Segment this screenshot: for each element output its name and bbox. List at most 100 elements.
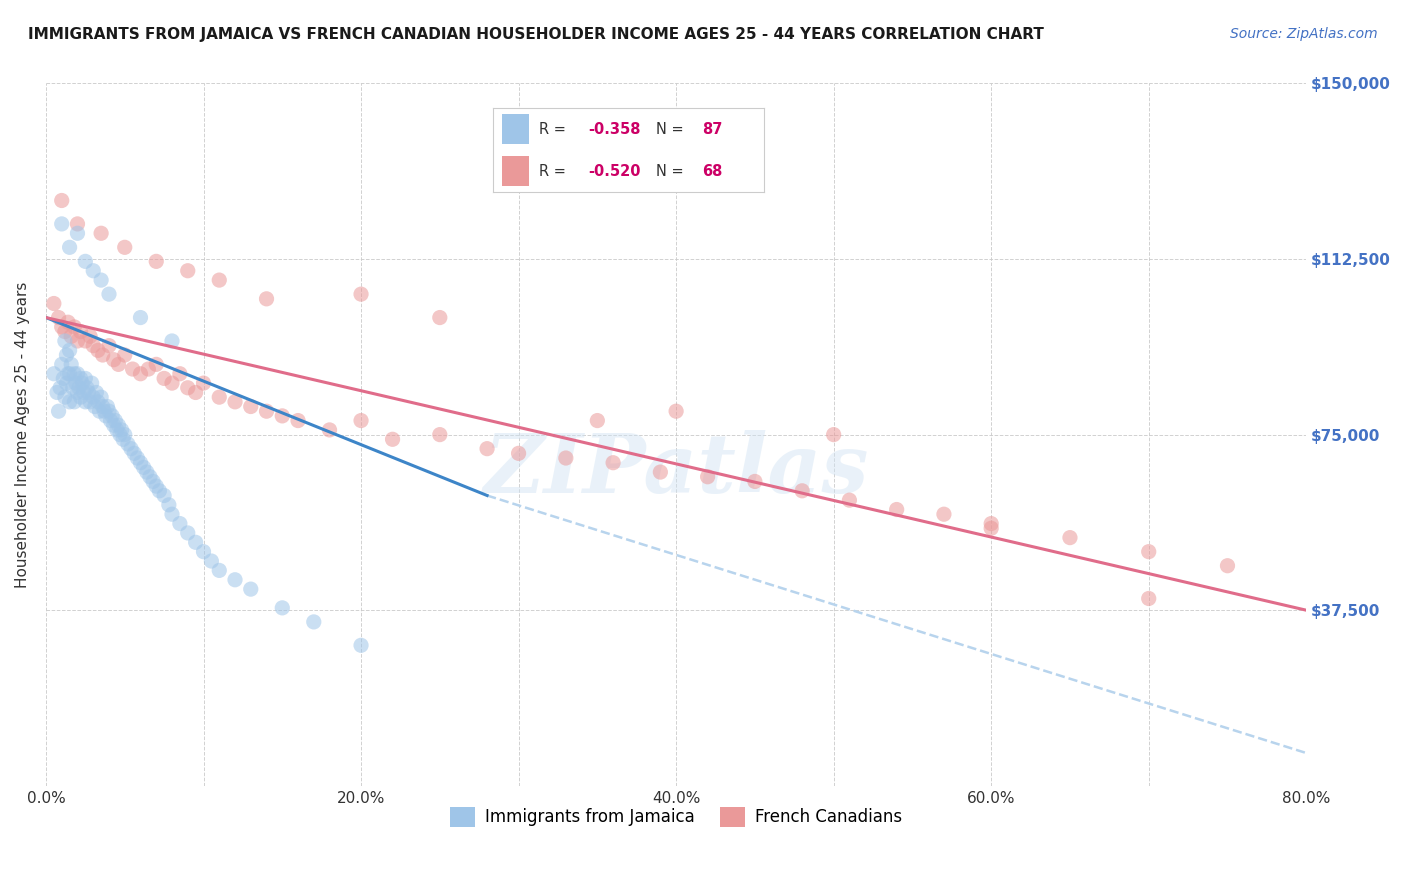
- Point: [82, 390, 104, 404]
- Point: [59, 367, 82, 381]
- Point: [239, 400, 262, 414]
- Point: [77, 385, 100, 400]
- Point: [67, 381, 90, 395]
- Point: [73, 385, 96, 400]
- Point: [129, 310, 152, 325]
- Point: [177, 525, 200, 540]
- Point: [87, 394, 110, 409]
- Point: [838, 493, 860, 508]
- Point: [42, 296, 65, 310]
- Point: [49, 381, 72, 395]
- Legend: Immigrants from Jamaica, French Canadians: Immigrants from Jamaica, French Canadian…: [443, 800, 908, 834]
- Point: [142, 475, 165, 489]
- Point: [135, 465, 157, 479]
- Y-axis label: Householder Income Ages 25 - 44 years: Householder Income Ages 25 - 44 years: [15, 281, 30, 588]
- Point: [83, 400, 105, 414]
- Point: [60, 357, 83, 371]
- Point: [48, 310, 70, 325]
- Point: [132, 460, 155, 475]
- Point: [46, 385, 69, 400]
- Point: [59, 343, 82, 358]
- Point: [66, 217, 89, 231]
- Point: [63, 320, 86, 334]
- Point: [107, 418, 129, 433]
- Point: [184, 535, 207, 549]
- Point: [145, 254, 167, 268]
- Point: [177, 264, 200, 278]
- Text: ZIPatlas: ZIPatlas: [484, 430, 869, 509]
- Point: [117, 437, 139, 451]
- Point: [350, 413, 373, 427]
- Point: [208, 563, 231, 577]
- Point: [350, 638, 373, 652]
- Point: [98, 287, 121, 301]
- Point: [53, 334, 76, 348]
- Point: [318, 423, 340, 437]
- Point: [650, 465, 672, 479]
- Point: [169, 367, 191, 381]
- Point: [823, 427, 845, 442]
- Point: [65, 376, 87, 390]
- Point: [76, 381, 98, 395]
- Point: [302, 615, 325, 629]
- Point: [66, 367, 89, 381]
- Point: [121, 362, 143, 376]
- Point: [63, 394, 86, 409]
- Point: [60, 329, 83, 343]
- Point: [139, 469, 162, 483]
- Point: [193, 544, 215, 558]
- Point: [122, 446, 145, 460]
- Point: [586, 413, 609, 427]
- Point: [239, 582, 262, 596]
- Text: Source: ZipAtlas.com: Source: ZipAtlas.com: [1230, 27, 1378, 41]
- Point: [145, 357, 167, 371]
- Point: [69, 390, 91, 404]
- Point: [69, 325, 91, 339]
- Point: [665, 404, 688, 418]
- Point: [90, 390, 112, 404]
- Point: [100, 413, 122, 427]
- Point: [114, 348, 136, 362]
- Point: [381, 432, 404, 446]
- Point: [980, 521, 1002, 535]
- Point: [82, 264, 104, 278]
- Point: [75, 371, 97, 385]
- Point: [75, 334, 97, 348]
- Point: [193, 376, 215, 390]
- Point: [53, 390, 76, 404]
- Point: [86, 385, 108, 400]
- Point: [66, 227, 89, 241]
- Point: [51, 217, 73, 231]
- Point: [98, 404, 121, 418]
- Point: [66, 334, 89, 348]
- Point: [59, 394, 82, 409]
- Point: [602, 456, 624, 470]
- Point: [129, 456, 152, 470]
- Point: [112, 432, 135, 446]
- Point: [744, 475, 766, 489]
- Point: [208, 273, 231, 287]
- Point: [429, 310, 451, 325]
- Point: [160, 376, 183, 390]
- Point: [82, 338, 104, 352]
- Point: [114, 240, 136, 254]
- Point: [475, 442, 498, 456]
- Point: [1216, 558, 1239, 573]
- Point: [96, 400, 118, 414]
- Point: [1137, 544, 1160, 558]
- Point: [1059, 531, 1081, 545]
- Point: [160, 334, 183, 348]
- Point: [200, 554, 222, 568]
- Point: [55, 376, 77, 390]
- Point: [696, 469, 718, 483]
- Point: [101, 409, 124, 423]
- Point: [107, 357, 129, 371]
- Point: [51, 194, 73, 208]
- Point: [160, 507, 183, 521]
- Point: [127, 450, 149, 465]
- Point: [157, 498, 180, 512]
- Point: [89, 404, 111, 418]
- Point: [1137, 591, 1160, 606]
- Point: [69, 371, 91, 385]
- Point: [56, 367, 79, 381]
